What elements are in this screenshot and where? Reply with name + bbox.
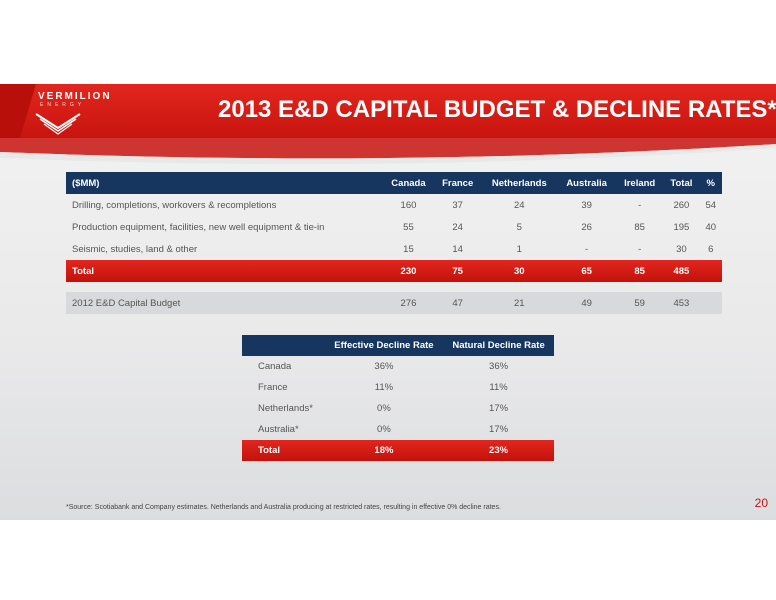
table-cell: 30 bbox=[676, 243, 687, 255]
table-cell: 36% bbox=[489, 361, 509, 372]
table-cell: 55 bbox=[403, 221, 414, 233]
row-label: Total bbox=[66, 260, 383, 282]
table-cell bbox=[699, 260, 722, 282]
header-cell bbox=[242, 335, 325, 356]
logo: VERMILION ENERGY bbox=[0, 84, 130, 138]
table-cell: 23% bbox=[443, 440, 554, 461]
table-cell: 39 bbox=[581, 199, 592, 211]
table-cell: 30 bbox=[481, 260, 558, 282]
row-label: 2012 E&D Capital Budget bbox=[66, 292, 383, 314]
table-row: Drilling, completions, workovers & recom… bbox=[66, 194, 722, 216]
header-cell: Total bbox=[663, 172, 700, 194]
logo-text: VERMILION bbox=[38, 91, 112, 102]
header-cell: Ireland bbox=[616, 172, 664, 194]
prior-year-row: 2012 E&D Capital Budget 276 47 21 49 59 … bbox=[66, 292, 722, 314]
table-cell: 85 bbox=[634, 221, 645, 233]
table-cell: 453 bbox=[663, 292, 700, 314]
table-cell: 160 bbox=[400, 199, 417, 211]
table-cell: 24 bbox=[452, 221, 463, 233]
table-cell: 6 bbox=[708, 243, 714, 255]
total-row: Total 18% 23% bbox=[242, 440, 554, 461]
budget-header-row: ($MM) Canada France Netherlands Australi… bbox=[66, 172, 722, 194]
header-cell: Effective Decline Rate bbox=[324, 335, 444, 356]
table-cell: 276 bbox=[382, 292, 435, 314]
header-cell: % bbox=[699, 172, 722, 194]
header-cell: Australia bbox=[557, 172, 617, 194]
table-cell: - bbox=[638, 199, 642, 211]
table-cell: 11% bbox=[489, 382, 508, 393]
row-label: Total bbox=[242, 440, 325, 461]
table-cell: 65 bbox=[557, 260, 617, 282]
row-label: Drilling, completions, workovers & recom… bbox=[72, 199, 277, 211]
header-cell: Canada bbox=[382, 172, 435, 194]
header-cell: ($MM) bbox=[66, 172, 383, 194]
table-cell: 18% bbox=[324, 440, 444, 461]
table-cell: 0% bbox=[377, 403, 391, 414]
row-label: Canada bbox=[258, 361, 292, 372]
table-cell: 17% bbox=[489, 403, 509, 414]
table-cell: - bbox=[638, 243, 642, 255]
row-label: Netherlands* bbox=[258, 403, 313, 414]
table-cell: 21 bbox=[481, 292, 558, 314]
decline-rates-table: Effective Decline Rate Natural Decline R… bbox=[242, 335, 554, 461]
table-cell: 17% bbox=[489, 424, 509, 435]
logo-subtext: ENERGY bbox=[40, 102, 86, 108]
row-label: Australia* bbox=[258, 424, 299, 435]
title-bar: VERMILION ENERGY 2013 E&D CAPITAL BUDGET… bbox=[0, 84, 776, 138]
slide: VERMILION ENERGY 2013 E&D CAPITAL BUDGET… bbox=[0, 84, 776, 520]
total-row: Total 230 75 30 65 85 485 bbox=[66, 260, 722, 282]
table-cell: 54 bbox=[705, 199, 717, 211]
header-cell: Netherlands bbox=[481, 172, 558, 194]
row-label: France bbox=[258, 382, 288, 393]
table-cell: 36% bbox=[374, 361, 394, 372]
table-row: Australia* 0% 17% bbox=[242, 419, 554, 440]
table-row: France 11% 11% bbox=[242, 377, 554, 398]
table-cell: - bbox=[585, 243, 589, 255]
vermilion-chevron-logo-icon bbox=[0, 84, 81, 138]
table-cell: 24 bbox=[513, 199, 525, 211]
table-cell: 14 bbox=[452, 243, 463, 255]
table-cell bbox=[699, 292, 722, 314]
table-cell: 260 bbox=[673, 199, 690, 211]
decorative-swoosh bbox=[0, 138, 776, 165]
header-cell: Natural Decline Rate bbox=[443, 335, 554, 356]
row-label: Seismic, studies, land & other bbox=[72, 243, 198, 255]
slide-title: 2013 E&D CAPITAL BUDGET & DECLINE RATES* bbox=[218, 96, 776, 123]
table-cell: 195 bbox=[673, 221, 690, 233]
table-cell: 230 bbox=[382, 260, 435, 282]
row-label: Production equipment, facilities, new we… bbox=[72, 221, 325, 233]
table-cell: 5 bbox=[516, 221, 522, 233]
spacer-row bbox=[66, 282, 722, 292]
table-cell: 59 bbox=[616, 292, 664, 314]
decline-header-row: Effective Decline Rate Natural Decline R… bbox=[242, 335, 554, 356]
table-cell: 75 bbox=[434, 260, 482, 282]
table-cell: 15 bbox=[403, 243, 414, 255]
capital-budget-table: ($MM) Canada France Netherlands Australi… bbox=[66, 172, 722, 314]
footnote: *Source: Scotiabank and Company estimate… bbox=[66, 504, 501, 511]
table-cell: 37 bbox=[452, 199, 463, 211]
table-cell: 11% bbox=[374, 382, 394, 393]
table-cell: 85 bbox=[616, 260, 664, 282]
table-cell: 485 bbox=[663, 260, 700, 282]
table-row: Netherlands* 0% 17% bbox=[242, 398, 554, 419]
table-cell: 40 bbox=[705, 221, 717, 233]
table-cell: 1 bbox=[516, 243, 522, 255]
table-cell: 47 bbox=[434, 292, 482, 314]
page-number: 20 bbox=[754, 496, 768, 510]
table-row: Production equipment, facilities, new we… bbox=[66, 216, 722, 238]
table-row: Seismic, studies, land & other 15 14 1 -… bbox=[66, 238, 722, 260]
header-cell: France bbox=[434, 172, 482, 194]
table-cell: 49 bbox=[557, 292, 617, 314]
table-cell: 26 bbox=[581, 221, 592, 233]
table-row: Canada 36% 36% bbox=[242, 356, 554, 377]
table-cell: 0% bbox=[377, 424, 391, 435]
